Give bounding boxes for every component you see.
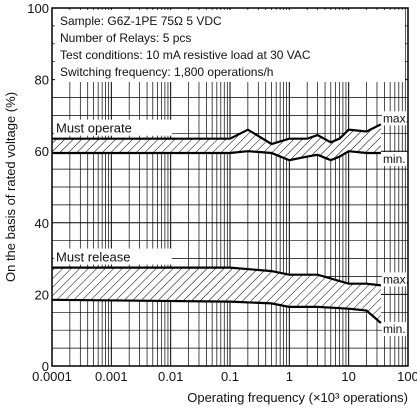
must-operate-max-label-bg <box>381 111 412 126</box>
x-tick-label: 100 <box>397 369 417 384</box>
bands <box>51 123 382 324</box>
must-operate-min-line <box>52 150 381 162</box>
y-tick-label: 20 <box>35 287 49 302</box>
must-release-min-line <box>51 298 382 324</box>
must-release-max-label: max. <box>383 272 409 286</box>
must-operate-max-line <box>52 123 382 146</box>
x-tick-label: 0.001 <box>95 369 128 384</box>
must-release-label-bg <box>54 248 172 265</box>
must-operate-band-hatch <box>52 124 381 161</box>
annotation-line-1: Sample: G6Z-1PE 75Ω 5 VDC <box>60 14 222 28</box>
band-labels: Must operate max. min. Must release max. min. <box>54 111 412 337</box>
y-tick-label: 60 <box>35 144 49 159</box>
tick-labels: 0.0001 0.001 0.01 0.1 1 10 100 0 20 40 60 80 100 <box>27 1 417 384</box>
x-tick-label: 0.0001 <box>32 369 72 384</box>
x-tick-label: 0.1 <box>221 369 239 384</box>
must-operate-min-label-bg <box>381 151 410 166</box>
x-tick-label: 10 <box>341 369 355 384</box>
must-release-label: Must release <box>56 250 130 265</box>
y-tick-label: 80 <box>35 73 49 88</box>
must-release-min-label: min. <box>383 322 406 336</box>
annotation-box <box>55 10 405 82</box>
plot-frame <box>51 7 409 367</box>
must-release-max-label-bg <box>381 272 412 287</box>
y-axis-label: On the basis of rated voltage (%) <box>3 92 18 282</box>
must-release-max-line <box>52 266 382 287</box>
annotation-line-2: Number of Relays: 5 pcs <box>60 31 191 45</box>
x-tick-label: 0.01 <box>158 369 183 384</box>
must-operate-label: Must operate <box>56 121 132 136</box>
must-operate-max-label: max. <box>383 111 409 125</box>
y-tick-label: 0 <box>42 359 49 374</box>
y-tick-label: 100 <box>27 1 49 16</box>
must-release-band-hatch <box>52 267 381 323</box>
must-operate-label-bg <box>54 119 172 136</box>
x-tick-label: 1 <box>286 369 293 384</box>
x-axis-label: Operating frequency (×10³ operations) <box>187 390 408 405</box>
must-release-min-label-bg <box>381 322 410 337</box>
annotation-line-3: Test conditions: 10 mA resistive load at… <box>60 48 311 62</box>
y-tick-label: 40 <box>35 216 49 231</box>
annotation-line-4: Switching frequency: 1,800 operations/h <box>60 65 273 79</box>
must-operate-min-label: min. <box>383 152 406 166</box>
